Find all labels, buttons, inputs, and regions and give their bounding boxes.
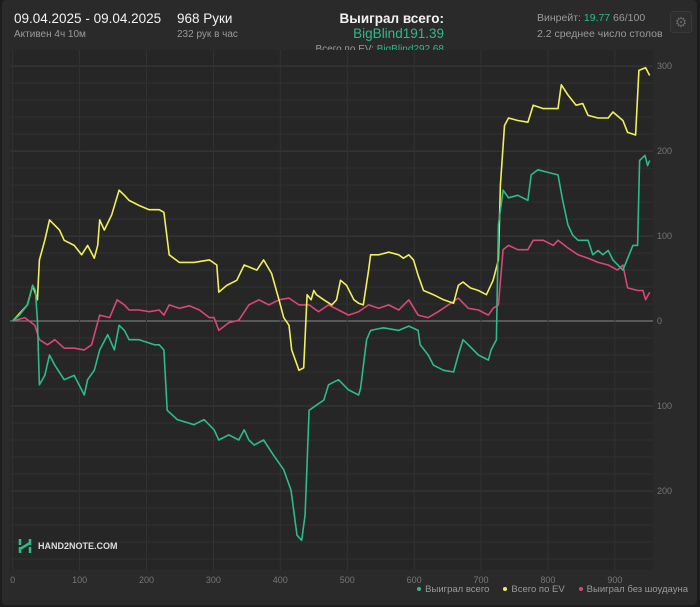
series-line-ev	[12, 67, 651, 372]
ev-value: BigBlind292.68	[376, 44, 444, 55]
y-tick-label: 200	[657, 486, 672, 496]
date-block: 09.04.2025 - 09.04.2025 Активен 4ч 10м	[14, 11, 161, 40]
hands-block: 968 Руки 232 рук в час	[177, 11, 238, 40]
chart-legend: Выиграл всего Всего по EV Выиграл без шо…	[417, 584, 688, 595]
date-range: 09.04.2025 - 09.04.2025	[14, 11, 162, 26]
hands-count: 968 Руки	[177, 11, 233, 26]
logo-text: HAND2NOTE.COM	[38, 541, 118, 551]
x-tick-label: 500	[340, 575, 355, 585]
y-tick-label: 0	[657, 316, 662, 326]
winrate-value: 19.77	[583, 12, 611, 24]
x-tick-label: 900	[607, 575, 622, 585]
legend-item-won[interactable]: Выиграл всего	[417, 584, 489, 595]
won-block: Выиграл всего: BigBlind191.39 Всего по E…	[262, 11, 444, 55]
legend-item-ev[interactable]: Всего по EV	[503, 584, 565, 595]
active-time: Активен 4ч 10м	[14, 29, 86, 40]
y-tick-label: 100	[657, 401, 672, 411]
x-tick-label: 400	[273, 575, 288, 585]
plot-area	[10, 50, 653, 570]
series-line-nsd	[12, 239, 651, 351]
ev-label: Всего по EV:	[315, 44, 377, 55]
winrate-unit: 66/100	[610, 12, 646, 24]
hands-per-hour: 232 рук в час	[177, 29, 238, 40]
x-tick-label: 200	[139, 575, 154, 585]
x-tick-label: 600	[407, 575, 422, 585]
x-tick-label: 700	[474, 575, 489, 585]
winrate-block: Винрейт: 19.77 66/100 2.2 среднее число …	[537, 12, 663, 40]
x-tick-label: 800	[540, 575, 555, 585]
y-tick-label: 300	[657, 61, 672, 71]
winrate-label: Винрейт:	[537, 12, 584, 24]
legend-item-nsd[interactable]: Выиграл без шоудауна	[578, 584, 688, 595]
x-tick-label: 300	[206, 575, 221, 585]
x-tick-label: 100	[72, 575, 87, 585]
won-label: Выиграл всего:	[339, 11, 444, 26]
y-tick-label: 200	[657, 146, 672, 156]
y-tick-label: 100	[657, 231, 672, 241]
avg-tables: 2.2 среднее число столов	[537, 28, 663, 40]
series-line-won	[12, 154, 651, 542]
logo-icon	[18, 539, 32, 553]
won-value: BigBlind191.39	[353, 26, 444, 41]
gear-icon[interactable]: ⚙	[670, 11, 692, 33]
x-tick-label: 0	[10, 575, 15, 585]
hand2note-logo: HAND2NOTE.COM	[18, 538, 118, 554]
